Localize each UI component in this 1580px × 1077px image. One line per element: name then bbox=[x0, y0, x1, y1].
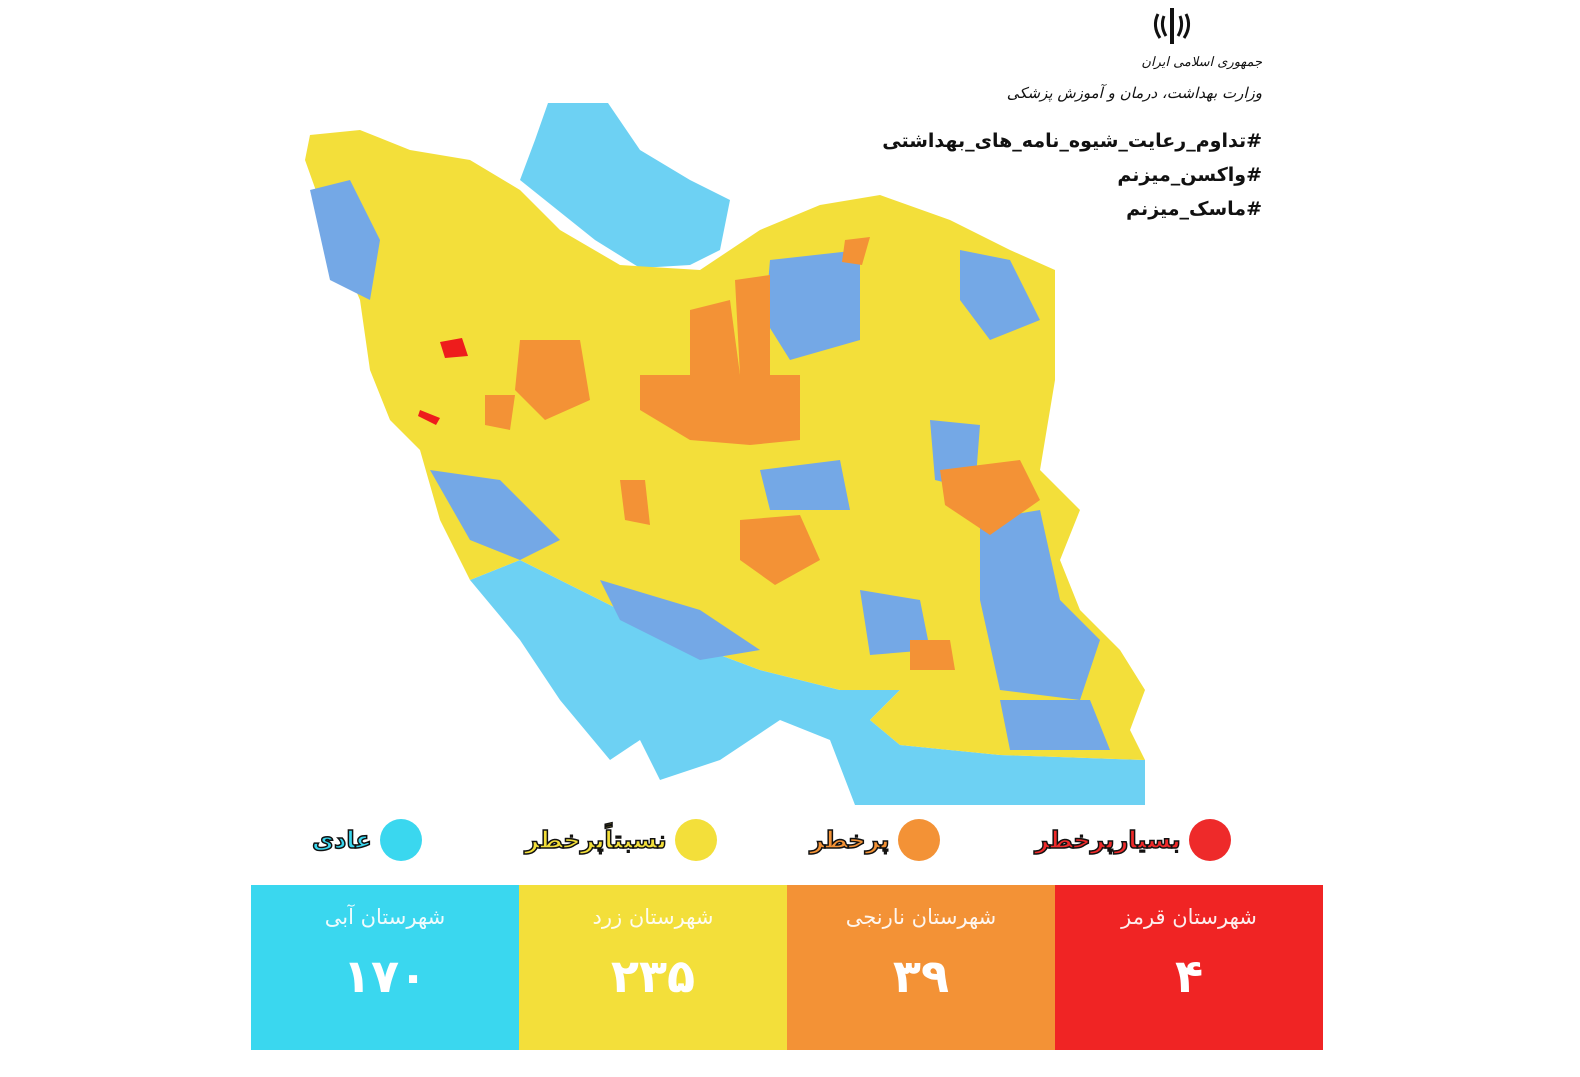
card-blue: شهرستان آبی ۱۷۰ bbox=[251, 885, 519, 1050]
red-regions bbox=[418, 338, 468, 425]
legend-relatively-high-risk: نسبتاًپرخطر bbox=[524, 818, 717, 862]
iran-land bbox=[305, 130, 1145, 760]
caspian-sea bbox=[520, 103, 730, 268]
card-count: ۲۳۵ bbox=[610, 949, 696, 1003]
orange-regions bbox=[485, 237, 1040, 670]
legend-label: عادی bbox=[311, 825, 372, 855]
blue-dot-icon bbox=[379, 819, 422, 861]
ministry-name: وزارت بهداشت، درمان و آموزش پزشکی bbox=[1006, 84, 1262, 102]
legend-normal: عادی bbox=[311, 818, 422, 862]
legend-high-risk: پرخطر bbox=[809, 818, 940, 862]
card-title: شهرستان آبی bbox=[324, 905, 446, 929]
card-red: شهرستان قرمز ۴ bbox=[1055, 885, 1323, 1050]
legend-label: بسیارپرخطر bbox=[1034, 825, 1181, 855]
hashtag: #واکسن_میزنم bbox=[1117, 164, 1262, 186]
card-title: شهرستان نارنجی bbox=[845, 905, 997, 929]
orange-dot-icon bbox=[897, 819, 940, 861]
card-title: شهرستان قرمز bbox=[1121, 905, 1257, 929]
card-yellow: شهرستان زرد ۲۳۵ bbox=[519, 885, 787, 1050]
legend-label: پرخطر bbox=[809, 825, 890, 855]
hashtag: #تداوم_رعایت_شیوه_نامه_های_بهداشتی bbox=[882, 130, 1262, 152]
legend-label: نسبتاًپرخطر bbox=[524, 825, 667, 855]
card-count: ۴ bbox=[1174, 949, 1204, 1003]
iran-emblem-icon bbox=[1153, 8, 1191, 44]
hashtag: #ماسک_میزنم bbox=[1126, 198, 1262, 220]
legend-very-high-risk: بسیارپرخطر bbox=[1034, 818, 1231, 862]
county-count-cards: شهرستان آبی ۱۷۰ شهرستان زرد ۲۳۵ شهرستان … bbox=[251, 885, 1323, 1050]
org-name: جمهوری اسلامی ایران bbox=[1141, 55, 1262, 70]
yellow-dot-icon bbox=[674, 819, 717, 861]
card-orange: شهرستان نارنجی ۳۹ bbox=[787, 885, 1055, 1050]
iran-county-map bbox=[305, 103, 1145, 805]
card-count: ۱۷۰ bbox=[342, 949, 428, 1003]
card-count: ۳۹ bbox=[892, 949, 950, 1003]
red-dot-icon bbox=[1188, 819, 1231, 861]
card-title: شهرستان زرد bbox=[592, 905, 714, 929]
